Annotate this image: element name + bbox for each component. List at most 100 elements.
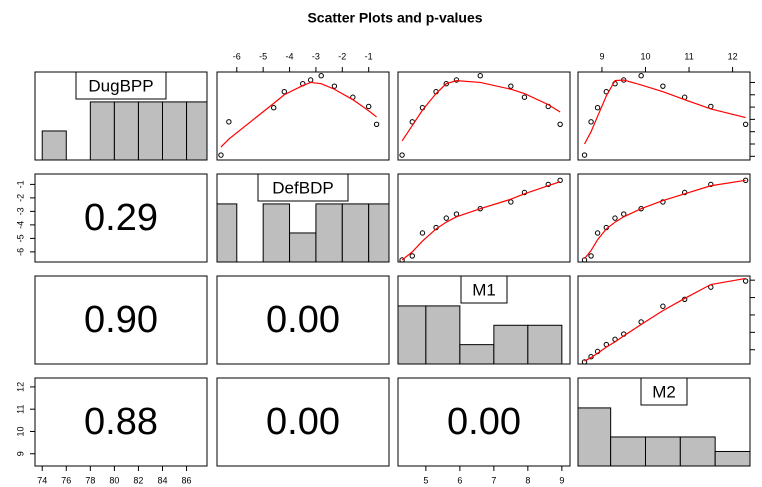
histogram-bar bbox=[578, 407, 612, 466]
histogram-bar bbox=[425, 305, 461, 364]
x-tick-label: -4 bbox=[286, 51, 294, 61]
scatter-point bbox=[477, 72, 483, 79]
histogram-bar bbox=[113, 101, 139, 160]
x-tick-label: 80 bbox=[109, 475, 119, 485]
chart-title: Scatter Plots and p-values bbox=[307, 10, 482, 26]
scatter-point bbox=[588, 119, 594, 125]
panel-border bbox=[216, 377, 390, 467]
y-tick-label: -1 bbox=[15, 180, 25, 188]
scatter-point bbox=[399, 152, 405, 158]
histogram bbox=[41, 101, 207, 160]
x-tick-label: -2 bbox=[338, 51, 346, 61]
y-tick-label: -6 bbox=[15, 248, 25, 256]
histogram-bar bbox=[289, 232, 317, 262]
smooth-line bbox=[584, 277, 746, 362]
histogram-bar bbox=[161, 101, 188, 160]
scatter-point bbox=[581, 152, 588, 158]
scatter-point bbox=[660, 83, 666, 89]
panel bbox=[577, 275, 751, 365]
panel-border bbox=[577, 275, 751, 365]
scatter-point bbox=[508, 199, 514, 205]
scatter-point bbox=[742, 278, 749, 284]
scatter-point bbox=[365, 103, 372, 110]
x-tick-label: 7 bbox=[491, 475, 496, 485]
histogram bbox=[398, 305, 563, 364]
y-tick-label: -3 bbox=[15, 207, 25, 215]
panel bbox=[397, 71, 571, 161]
scatter-point bbox=[453, 77, 460, 83]
smooth-line bbox=[401, 80, 561, 142]
panel: M2 bbox=[577, 377, 751, 467]
scatter-point bbox=[638, 72, 644, 79]
histogram-bar bbox=[217, 203, 238, 262]
scatter-point bbox=[331, 83, 338, 89]
scatter-point bbox=[318, 72, 324, 79]
scatter-point bbox=[373, 121, 380, 128]
smooth-line bbox=[401, 181, 561, 261]
scatter-point bbox=[708, 181, 714, 188]
scatter-point bbox=[409, 253, 415, 259]
x-tick-label: -3 bbox=[312, 51, 320, 61]
x-tick-label: 6 bbox=[457, 475, 462, 485]
x-tick-label: 78 bbox=[85, 475, 95, 485]
label-box bbox=[75, 71, 167, 100]
x-tick-label: 74 bbox=[37, 475, 47, 485]
y-tick-label: 10 bbox=[15, 426, 25, 436]
histogram-bar bbox=[341, 203, 370, 262]
scatter-point bbox=[557, 177, 563, 184]
panel: 0.88 bbox=[34, 377, 208, 467]
panel: DefBDP bbox=[216, 173, 390, 263]
scatter-point bbox=[477, 205, 483, 212]
histogram-bar bbox=[679, 436, 716, 466]
histogram-bar bbox=[315, 203, 343, 262]
x-tick-label: 11 bbox=[684, 51, 693, 61]
scatter-point bbox=[508, 83, 514, 89]
x-tick-label: 9 bbox=[599, 51, 604, 61]
histogram-bar bbox=[137, 101, 163, 160]
scatter-point bbox=[307, 77, 314, 83]
scatter-point bbox=[419, 230, 426, 236]
panel: 0.90 bbox=[34, 275, 208, 365]
x-tick-label: 76 bbox=[61, 475, 71, 485]
scatter-point bbox=[594, 104, 601, 111]
scatter-point bbox=[521, 94, 528, 100]
scatter-point bbox=[557, 121, 563, 128]
p-value: 0.00 bbox=[447, 401, 521, 443]
panel-border bbox=[216, 173, 390, 263]
scatter-point bbox=[681, 189, 688, 196]
scatter-point bbox=[742, 121, 749, 128]
variable-name: DefBDP bbox=[272, 178, 333, 197]
panel bbox=[397, 173, 571, 263]
y-tick-label: -5 bbox=[15, 234, 25, 242]
histogram-bar bbox=[186, 101, 207, 160]
p-value: 0.29 bbox=[84, 197, 158, 239]
panel-border bbox=[397, 71, 571, 161]
scatter-point bbox=[453, 211, 460, 217]
smooth-line bbox=[584, 179, 746, 260]
x-tick-label: -5 bbox=[259, 51, 267, 61]
scatter-point bbox=[443, 215, 449, 221]
histogram-bar bbox=[644, 436, 681, 466]
panel: 0.00 bbox=[216, 275, 390, 365]
p-value: 0.90 bbox=[84, 299, 158, 341]
panel bbox=[216, 71, 390, 161]
y-tick-label: 9 bbox=[15, 451, 25, 456]
label-box bbox=[257, 173, 349, 202]
scatter-point bbox=[588, 253, 594, 259]
histogram-bar bbox=[368, 203, 389, 262]
panel-border bbox=[34, 275, 208, 365]
p-value: 0.00 bbox=[266, 401, 340, 443]
x-tick-label: 5 bbox=[423, 475, 428, 485]
histogram bbox=[578, 407, 750, 466]
panel-border bbox=[216, 275, 390, 365]
x-tick-label: 82 bbox=[133, 475, 143, 485]
histogram-bar bbox=[41, 130, 67, 160]
scatter-point bbox=[443, 80, 449, 87]
panel: DugBPP bbox=[34, 71, 208, 161]
panel: 0.00 bbox=[397, 377, 571, 467]
variable-name: M2 bbox=[652, 382, 676, 401]
p-value: 0.88 bbox=[84, 401, 158, 443]
histogram-bar bbox=[398, 305, 427, 364]
